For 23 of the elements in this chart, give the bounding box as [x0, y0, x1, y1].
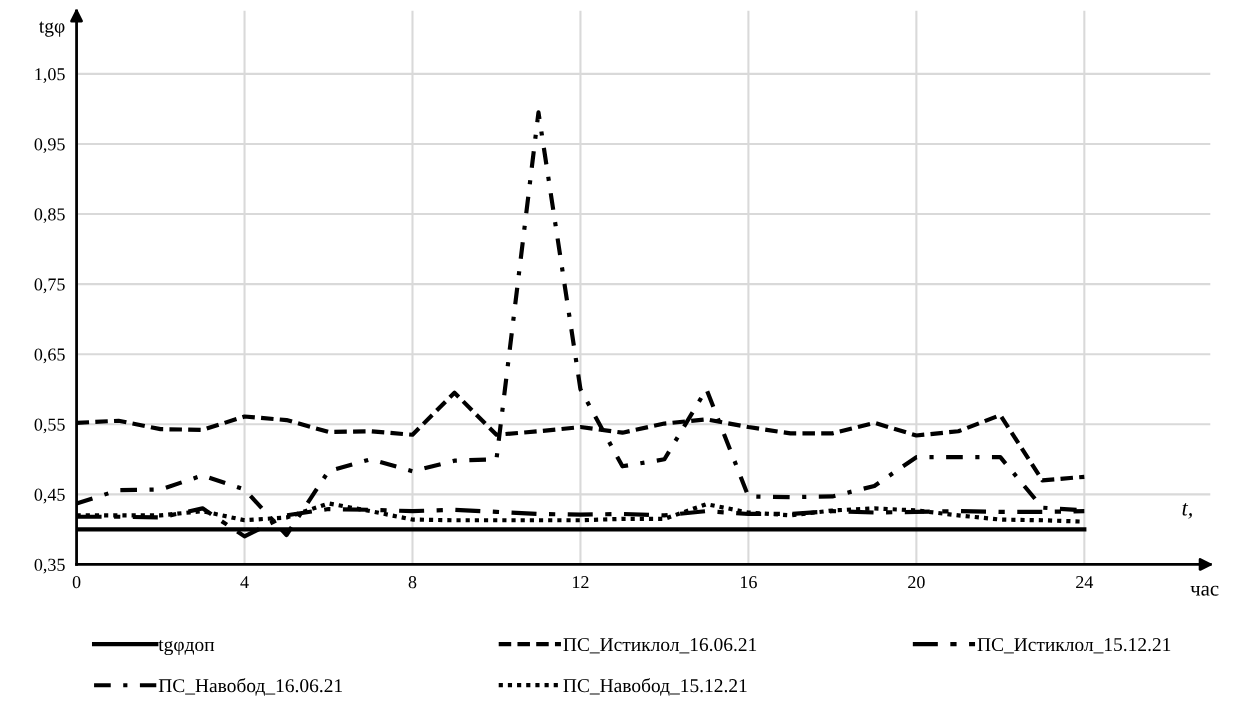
x-tick-label: 8: [408, 576, 417, 589]
legend-label: ПС_Навобод_15.12.21: [563, 678, 747, 696]
x-tick-label: 4: [240, 576, 249, 589]
x-tick-label: 16: [740, 576, 757, 589]
x-axis-title: t,: [1182, 502, 1192, 519]
x-tick-label: 12: [573, 576, 589, 589]
legend-label: ПС_Навобод_16.06.21: [158, 678, 342, 696]
text: час: [1190, 585, 1219, 596]
x-tick-label: 24: [1076, 576, 1094, 589]
y-tick-label: 0,55: [34, 418, 65, 434]
y-tick-label: 0,45: [34, 488, 65, 504]
y-tick-label: 0,95: [34, 138, 65, 153]
y-tick-label: 1,05: [35, 68, 65, 83]
x-tick-label: 20: [908, 576, 925, 589]
y-tick-label: 0,65: [34, 348, 65, 364]
y-tick-label: 0,75: [34, 278, 65, 294]
y-tick-label: 0,35: [34, 558, 65, 574]
legend-label: ПС_Истиклол_16.06.21: [563, 637, 757, 654]
y-tick-label: 0,85: [34, 208, 65, 224]
x-tick-label: 0: [72, 576, 81, 589]
legend-label: ПС_Истиклол_15.12.21: [977, 638, 1171, 654]
legend-label: tgφдоп: [158, 639, 215, 656]
y-axis-title: tgφ: [39, 21, 65, 37]
